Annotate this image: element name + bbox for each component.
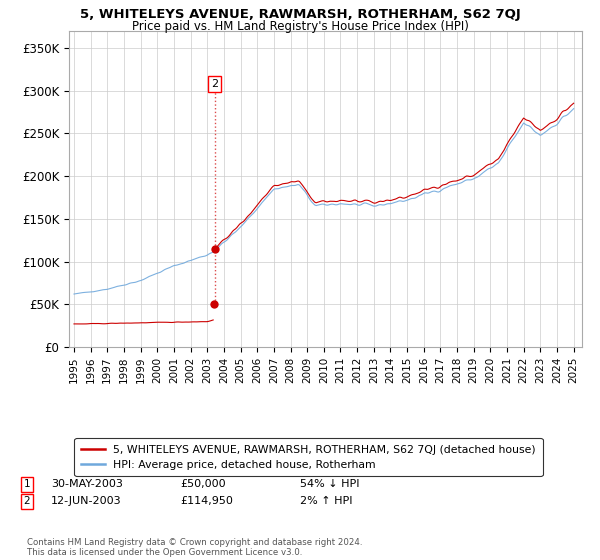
Text: £50,000: £50,000 (180, 479, 226, 489)
Text: 2: 2 (211, 79, 218, 89)
Text: 5, WHITELEYS AVENUE, RAWMARSH, ROTHERHAM, S62 7QJ: 5, WHITELEYS AVENUE, RAWMARSH, ROTHERHAM… (80, 8, 520, 21)
Text: 12-JUN-2003: 12-JUN-2003 (51, 496, 122, 506)
Text: £114,950: £114,950 (180, 496, 233, 506)
Text: 1: 1 (23, 479, 31, 489)
Text: 54% ↓ HPI: 54% ↓ HPI (300, 479, 359, 489)
Text: 30-MAY-2003: 30-MAY-2003 (51, 479, 123, 489)
Text: Contains HM Land Registry data © Crown copyright and database right 2024.
This d: Contains HM Land Registry data © Crown c… (27, 538, 362, 557)
Text: Price paid vs. HM Land Registry's House Price Index (HPI): Price paid vs. HM Land Registry's House … (131, 20, 469, 32)
Text: 2: 2 (23, 496, 31, 506)
Text: 2% ↑ HPI: 2% ↑ HPI (300, 496, 353, 506)
Legend: 5, WHITELEYS AVENUE, RAWMARSH, ROTHERHAM, S62 7QJ (detached house), HPI: Average: 5, WHITELEYS AVENUE, RAWMARSH, ROTHERHAM… (74, 438, 542, 477)
